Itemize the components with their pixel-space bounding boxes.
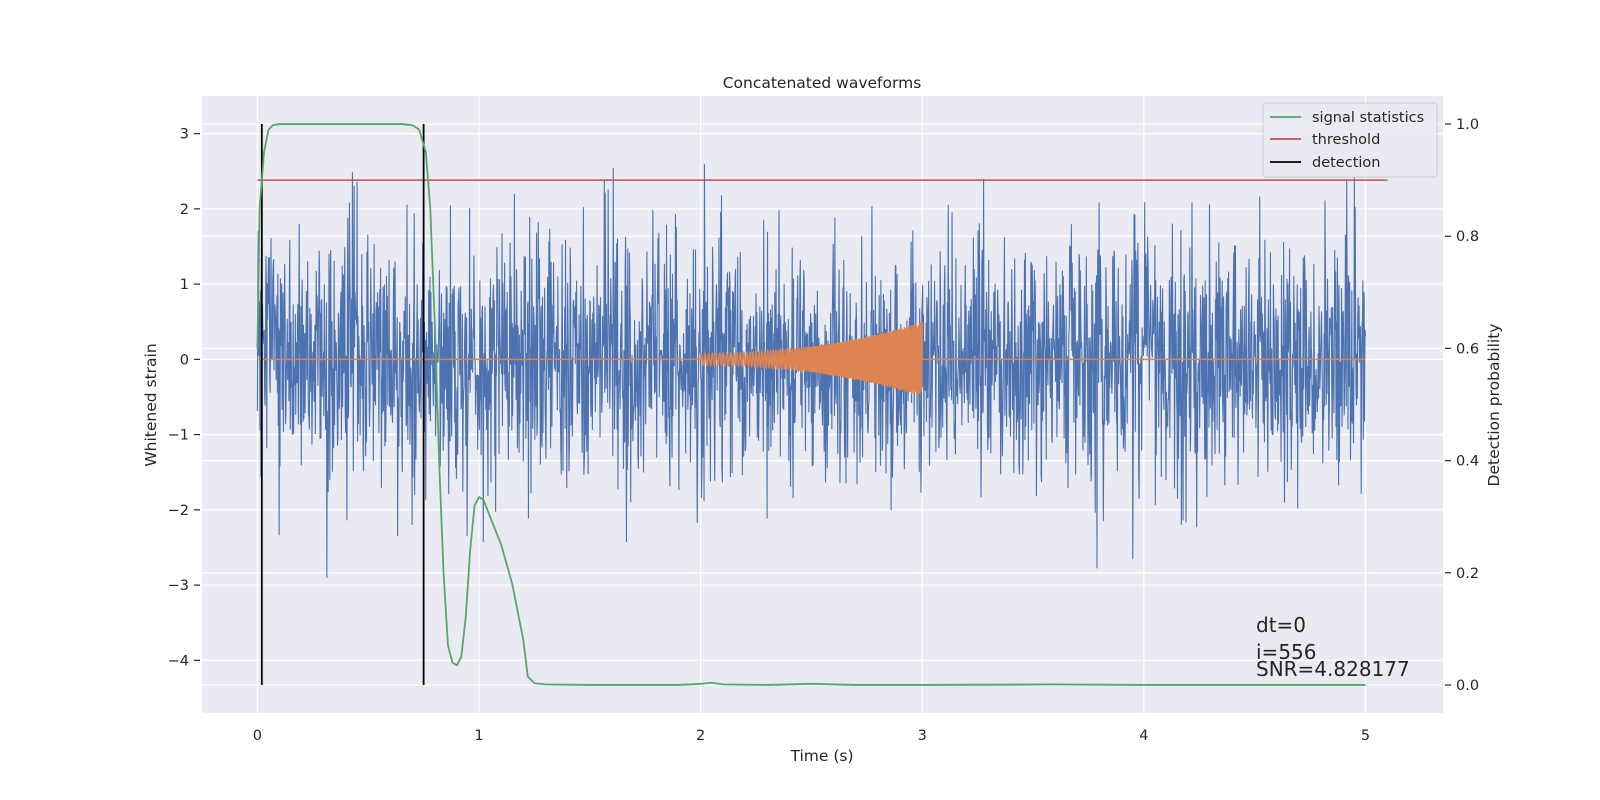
y2-tick-label: 0.2 (1456, 566, 1479, 582)
y-tick-label: −4 (168, 653, 189, 669)
legend-label-threshold: threshold (1312, 132, 1380, 148)
y2-tick-label: 1.0 (1456, 117, 1479, 133)
x-tick-label: 3 (918, 728, 927, 744)
legend-label-detection: detection (1312, 155, 1380, 171)
y-tick-label: −1 (168, 428, 189, 444)
x-tick-label: 5 (1361, 728, 1370, 744)
annotation-index: i=556 (1256, 640, 1317, 664)
y-tick-label: 1 (180, 277, 189, 293)
series-chirp-line (257, 321, 1366, 396)
x-tick-label: 4 (1139, 728, 1148, 744)
legend: signal statistics threshold detection (1262, 102, 1438, 178)
y2-axis-label: Detection probability (1485, 324, 1503, 487)
x-tick-label: 2 (696, 728, 705, 744)
y2-tick-label: 0.0 (1456, 678, 1479, 694)
signal-statistics-line (256, 123, 1366, 686)
series-layer (256, 123, 1388, 686)
x-tick-label: 1 (474, 728, 483, 744)
y-tick-label: −2 (168, 503, 189, 519)
y2-tick-label: 0.6 (1456, 341, 1479, 357)
ticks: 0 1 2 3 4 5 3 2 1 0 −1 −2 −3 −4 1.0 0.8 0.6 0.4 0.2 0.0 (168, 117, 1479, 744)
chart-title: Concatenated waveforms (723, 74, 922, 92)
y-tick-label: 3 (180, 127, 189, 143)
y-tick-label: 0 (180, 352, 189, 368)
y2-tick-label: 0.8 (1456, 229, 1479, 245)
y2-tick-label: 0.4 (1456, 454, 1479, 470)
x-tick-label: 0 (253, 728, 262, 744)
x-axis-label: Time (s) (789, 747, 853, 765)
y-axis-label: Whitened strain (142, 343, 160, 466)
annotation-snr: SNR=4.828177 (1256, 657, 1410, 681)
annotation-dt: dt=0 (1256, 613, 1306, 637)
y-tick-label: −3 (168, 578, 189, 594)
y-tick-label: 2 (180, 202, 189, 218)
legend-label-signal-statistics: signal statistics (1312, 110, 1424, 126)
series-noise-line (256, 163, 1366, 579)
legend-box (1262, 102, 1438, 178)
